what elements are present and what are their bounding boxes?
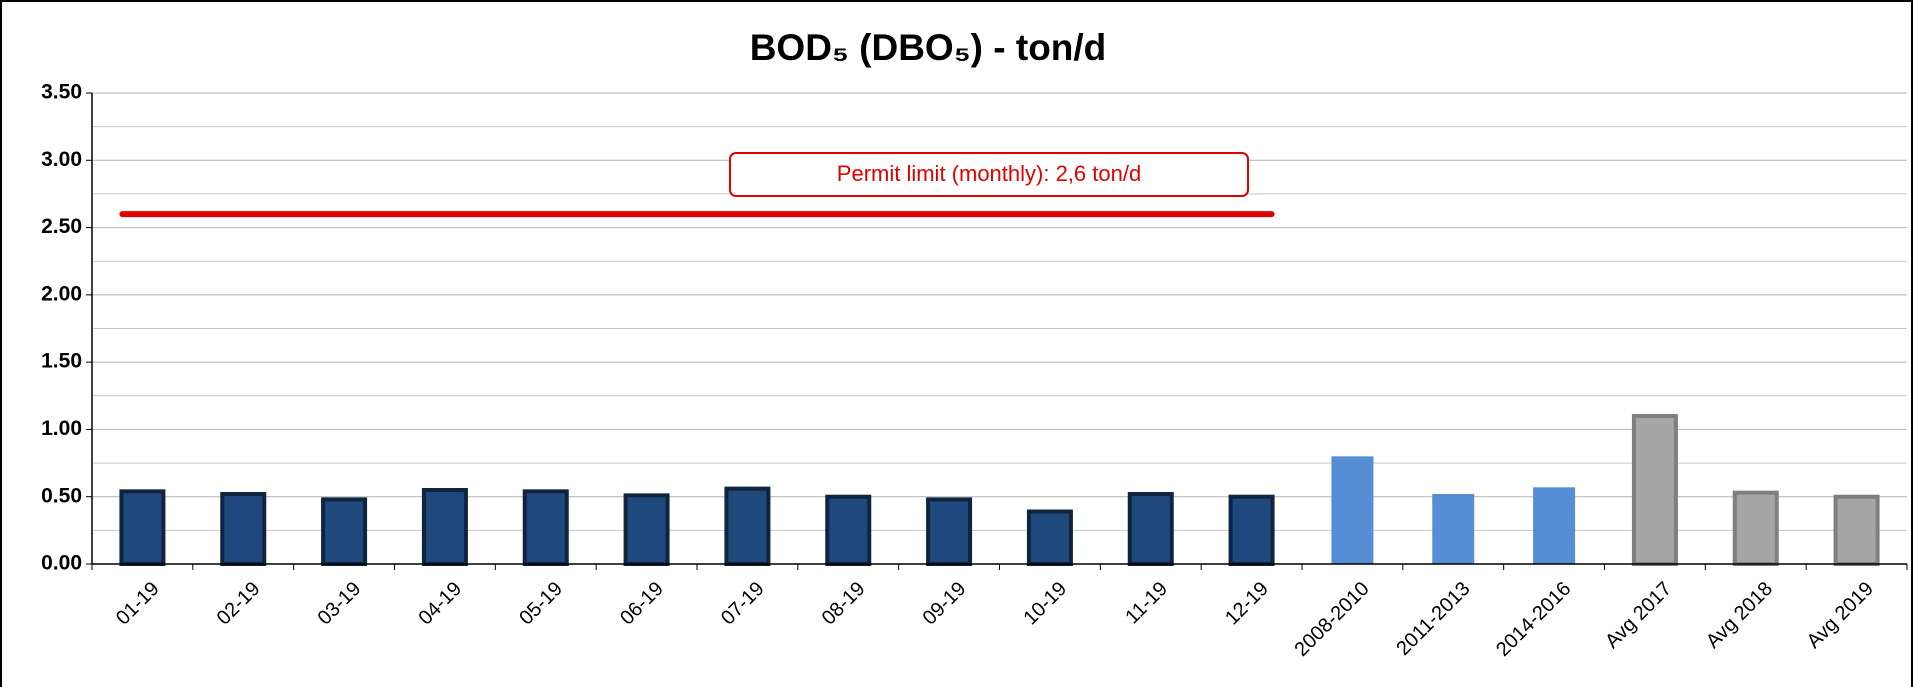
- y-tick-label: 0.00: [41, 552, 82, 575]
- bar: [1331, 456, 1374, 564]
- bar: [1533, 487, 1576, 564]
- bar: [220, 492, 267, 566]
- annotation-box: [729, 152, 1249, 197]
- y-tick-label: 1.50: [41, 350, 82, 373]
- y-tick-label: 3.50: [41, 81, 82, 104]
- bar: [321, 497, 368, 566]
- y-tick-label: 2.00: [41, 282, 82, 305]
- y-tick-label: 2.50: [41, 215, 82, 238]
- bar: [119, 489, 166, 566]
- bar: [1631, 413, 1678, 566]
- bar: [825, 494, 872, 567]
- y-tick-label: 1.00: [41, 417, 82, 440]
- bar: [1833, 494, 1880, 567]
- bar: [623, 493, 670, 566]
- bar: [1228, 494, 1275, 567]
- bar: [926, 497, 973, 566]
- y-tick-label: 3.00: [41, 148, 82, 171]
- bar: [1026, 509, 1073, 567]
- chart-title: BOD₅ (DBO₅) - ton/d: [750, 27, 1107, 68]
- y-tick-label: 0.50: [41, 484, 82, 507]
- bar: [421, 487, 468, 566]
- bar: [724, 486, 771, 567]
- annotation-text: Permit limit (monthly): 2,6 ton/d: [837, 161, 1141, 186]
- bar: [1432, 494, 1475, 564]
- bar: [1127, 492, 1174, 566]
- bar: [522, 489, 569, 566]
- bar: [1732, 490, 1779, 567]
